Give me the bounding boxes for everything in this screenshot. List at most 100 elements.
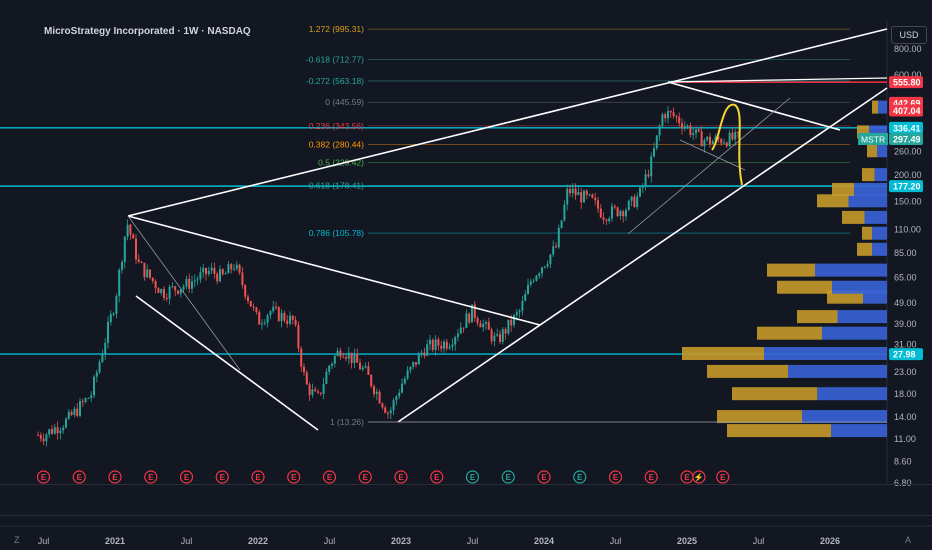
time-tick-7: 2024 bbox=[534, 536, 554, 546]
candle-body bbox=[39, 435, 42, 439]
candle-body bbox=[443, 341, 445, 349]
candle-body bbox=[538, 273, 541, 276]
helper-line-3 bbox=[679, 139, 746, 171]
earnings-icon bbox=[608, 470, 623, 484]
candle-body bbox=[165, 298, 168, 300]
candle-body bbox=[247, 296, 249, 301]
dividend-icon bbox=[465, 470, 480, 484]
candle-body bbox=[650, 156, 653, 177]
candle-body bbox=[566, 188, 569, 205]
volume-profile-down-7 bbox=[827, 290, 863, 304]
candle-body bbox=[137, 259, 140, 262]
candle-body bbox=[599, 208, 602, 218]
candle-body bbox=[149, 269, 151, 278]
candle-body bbox=[515, 312, 518, 316]
candle-body bbox=[51, 429, 53, 434]
candle-body bbox=[291, 315, 294, 320]
candle-body bbox=[510, 319, 513, 326]
candle-body bbox=[356, 353, 359, 363]
time-tick-8: Jul bbox=[610, 536, 622, 546]
volume-profile-up-5 bbox=[822, 326, 887, 340]
timezone-icon[interactable]: Z bbox=[14, 535, 20, 545]
indicator-pane bbox=[0, 484, 932, 516]
candle-body bbox=[723, 142, 725, 144]
candle-body bbox=[720, 139, 723, 144]
candle-body bbox=[350, 352, 353, 364]
candle-body bbox=[216, 273, 219, 282]
candle-body bbox=[683, 126, 686, 129]
volume-profile-up-8 bbox=[832, 280, 887, 294]
candle-body bbox=[630, 196, 633, 201]
candle-body bbox=[93, 376, 95, 396]
earnings-icon bbox=[430, 470, 444, 484]
candle-body bbox=[126, 224, 129, 237]
fib-label-4: 0.236 (343.56) bbox=[309, 121, 364, 131]
candle-body bbox=[37, 434, 39, 436]
earnings-icon-glyph-4: E bbox=[184, 473, 190, 482]
candle-body bbox=[588, 194, 591, 196]
volume-profile-down-3 bbox=[707, 364, 788, 378]
earnings-icon bbox=[537, 470, 551, 484]
candle-body bbox=[633, 196, 636, 207]
candle-body bbox=[445, 341, 448, 349]
candle-body bbox=[552, 246, 555, 255]
candle-body bbox=[641, 185, 644, 188]
volume-profile-up-2 bbox=[817, 387, 887, 401]
earnings-icon bbox=[108, 470, 122, 484]
candle-body bbox=[711, 141, 714, 145]
candle-body bbox=[345, 357, 347, 359]
time-tick-1: 2021 bbox=[105, 536, 125, 546]
volume-profile-up-18 bbox=[878, 100, 887, 114]
candle-body bbox=[325, 371, 328, 384]
candle-body bbox=[241, 272, 244, 286]
candle-body bbox=[59, 430, 62, 434]
candle-body bbox=[342, 356, 345, 358]
candle-body bbox=[129, 224, 132, 235]
candle-body bbox=[563, 204, 566, 221]
auto-scale-button[interactable]: A bbox=[905, 535, 912, 545]
candle-body bbox=[135, 238, 137, 260]
price-tick-0: 800.00 bbox=[894, 44, 922, 54]
candle-body bbox=[275, 306, 277, 308]
price-label-2: 407.04 bbox=[893, 106, 921, 116]
candle-body bbox=[252, 306, 255, 308]
candle-body bbox=[171, 286, 174, 288]
candle-body bbox=[678, 116, 681, 124]
time-tick-5: 2023 bbox=[391, 536, 411, 546]
volume-profile-up-16 bbox=[877, 144, 887, 158]
candle-body bbox=[658, 125, 661, 136]
dividend-icon-glyph-12: E bbox=[470, 473, 476, 482]
volume-profile-down-0 bbox=[727, 424, 831, 438]
candle-body bbox=[653, 148, 655, 157]
volume-profile-down-9 bbox=[767, 263, 815, 277]
price-tick-7: 65.00 bbox=[894, 272, 917, 282]
trend-line-3 bbox=[397, 87, 888, 423]
candle-body bbox=[73, 408, 76, 416]
candle-body bbox=[353, 353, 356, 364]
volume-profile-down-8 bbox=[777, 280, 832, 294]
fib-label-3: 0 (445.59) bbox=[325, 97, 364, 107]
earnings-icon bbox=[215, 470, 229, 484]
currency-selector[interactable]: USD bbox=[891, 26, 927, 44]
candle-body bbox=[370, 374, 373, 387]
earnings-icon-glyph-10: E bbox=[398, 473, 404, 482]
candle-body bbox=[451, 344, 454, 347]
volume-profile-up-4 bbox=[764, 346, 887, 360]
dividend-icon-glyph-15: E bbox=[577, 473, 583, 482]
candle-body bbox=[378, 391, 381, 404]
earnings-icon-glyph-17: E bbox=[649, 473, 655, 482]
volume-profile-down-12 bbox=[842, 210, 865, 224]
price-tick-9: 39.00 bbox=[894, 319, 917, 329]
candle-body bbox=[210, 267, 213, 271]
candle-body bbox=[272, 306, 275, 312]
candle-body bbox=[555, 246, 557, 248]
dividend-icon-glyph-13: E bbox=[506, 473, 512, 482]
candle-body bbox=[322, 383, 325, 394]
candle-body bbox=[56, 427, 59, 434]
candle-body bbox=[359, 362, 361, 370]
earnings-icon-glyph-11: E bbox=[434, 473, 440, 482]
candle-body bbox=[409, 366, 412, 371]
candle-body bbox=[448, 346, 451, 349]
